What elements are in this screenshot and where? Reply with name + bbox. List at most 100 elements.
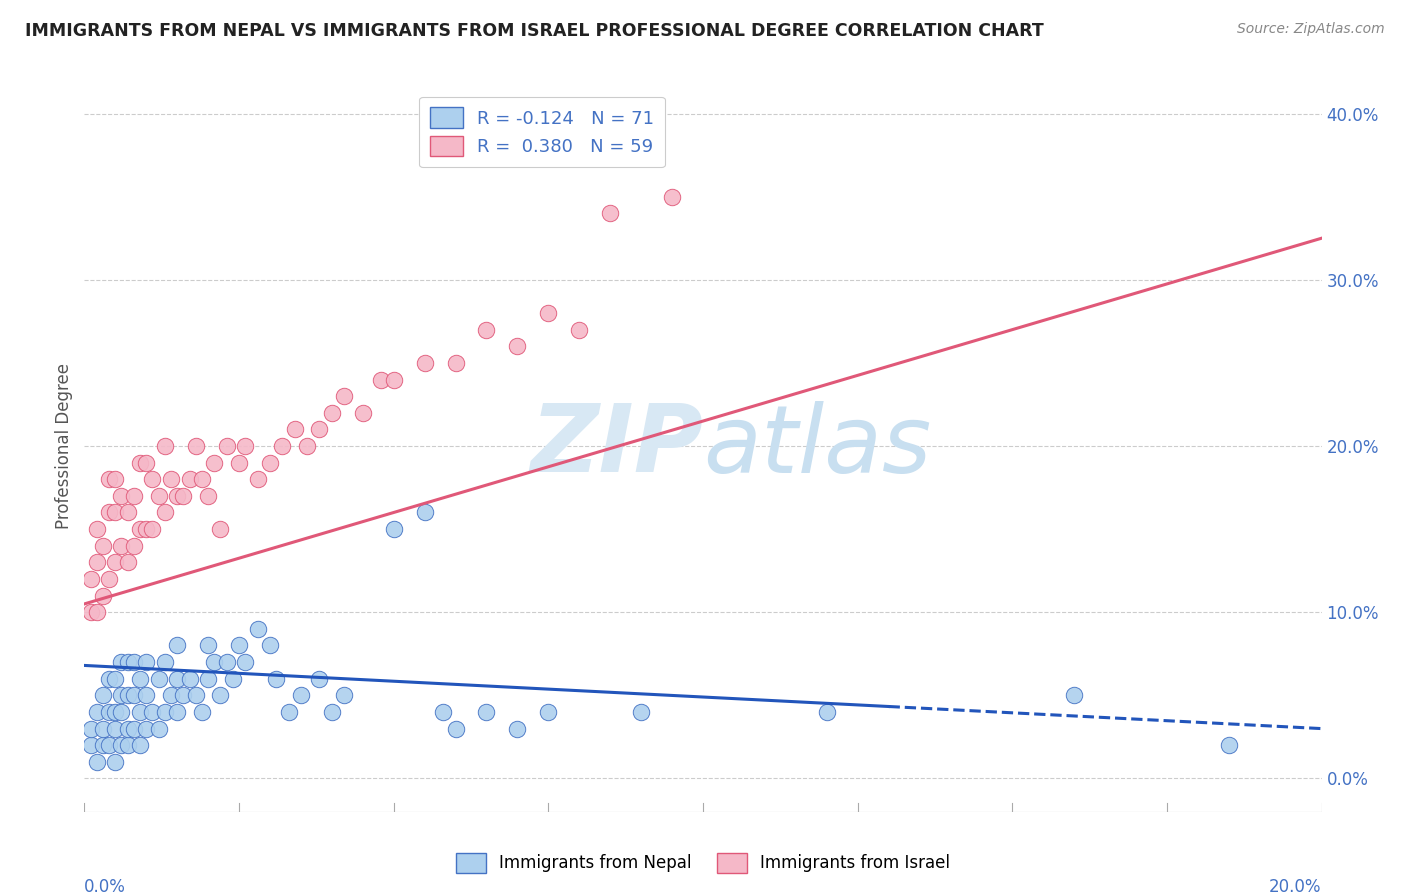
Point: [537, 705, 560, 719]
Point: [599, 206, 621, 220]
Point: [110, 705, 132, 719]
Point: [104, 705, 127, 719]
Point: [537, 306, 560, 320]
Point: [432, 705, 454, 719]
Point: [122, 689, 145, 703]
Point: [1063, 689, 1085, 703]
Point: [110, 738, 132, 752]
Point: [444, 356, 467, 370]
Point: [209, 522, 232, 536]
Point: [117, 655, 139, 669]
Point: [91, 589, 114, 603]
Text: 20.0%: 20.0%: [1270, 879, 1322, 892]
Point: [110, 489, 132, 503]
Point: [104, 722, 127, 736]
Point: [444, 722, 467, 736]
Point: [86, 605, 108, 619]
Point: [148, 722, 170, 736]
Point: [117, 738, 139, 752]
Point: [308, 672, 330, 686]
Point: [568, 323, 591, 337]
Point: [382, 522, 405, 536]
Point: [475, 705, 498, 719]
Point: [215, 439, 238, 453]
Point: [197, 672, 219, 686]
Point: [91, 722, 114, 736]
Point: [277, 705, 299, 719]
Point: [191, 472, 214, 486]
Point: [129, 672, 152, 686]
Point: [202, 456, 225, 470]
Point: [141, 705, 163, 719]
Point: [233, 439, 256, 453]
Point: [117, 689, 139, 703]
Text: 0.0%: 0.0%: [84, 879, 127, 892]
Point: [370, 372, 392, 386]
Point: [166, 705, 188, 719]
Point: [104, 472, 127, 486]
Point: [413, 506, 436, 520]
Point: [86, 522, 108, 536]
Point: [166, 489, 188, 503]
Point: [352, 406, 374, 420]
Point: [222, 672, 245, 686]
Legend: R = -0.124   N = 71, R =  0.380   N = 59: R = -0.124 N = 71, R = 0.380 N = 59: [419, 96, 665, 167]
Point: [246, 472, 269, 486]
Point: [333, 689, 356, 703]
Point: [148, 672, 170, 686]
Point: [215, 655, 238, 669]
Point: [197, 489, 219, 503]
Point: [117, 506, 139, 520]
Point: [179, 672, 201, 686]
Point: [475, 323, 498, 337]
Point: [166, 672, 188, 686]
Point: [98, 572, 121, 586]
Point: [233, 655, 256, 669]
Point: [413, 356, 436, 370]
Point: [179, 472, 201, 486]
Point: [308, 422, 330, 436]
Point: [246, 622, 269, 636]
Point: [135, 522, 157, 536]
Point: [506, 339, 529, 353]
Point: [630, 705, 652, 719]
Point: [202, 655, 225, 669]
Point: [228, 639, 250, 653]
Point: [153, 655, 176, 669]
Point: [135, 689, 157, 703]
Point: [290, 689, 312, 703]
Point: [104, 672, 127, 686]
Point: [79, 572, 101, 586]
Point: [160, 472, 183, 486]
Text: ZIP: ZIP: [530, 400, 703, 492]
Point: [86, 555, 108, 569]
Point: [98, 472, 121, 486]
Point: [172, 689, 194, 703]
Point: [129, 705, 152, 719]
Point: [661, 189, 683, 203]
Point: [1218, 738, 1240, 752]
Point: [321, 406, 343, 420]
Point: [197, 639, 219, 653]
Point: [264, 672, 287, 686]
Point: [98, 672, 121, 686]
Point: [104, 755, 127, 769]
Point: [104, 555, 127, 569]
Point: [122, 722, 145, 736]
Point: [122, 539, 145, 553]
Point: [321, 705, 343, 719]
Point: [184, 439, 207, 453]
Point: [110, 689, 132, 703]
Point: [86, 755, 108, 769]
Point: [129, 522, 152, 536]
Point: [91, 738, 114, 752]
Point: [506, 722, 529, 736]
Point: [122, 489, 145, 503]
Point: [295, 439, 318, 453]
Point: [122, 655, 145, 669]
Point: [148, 489, 170, 503]
Point: [160, 689, 183, 703]
Point: [129, 738, 152, 752]
Point: [129, 456, 152, 470]
Point: [91, 689, 114, 703]
